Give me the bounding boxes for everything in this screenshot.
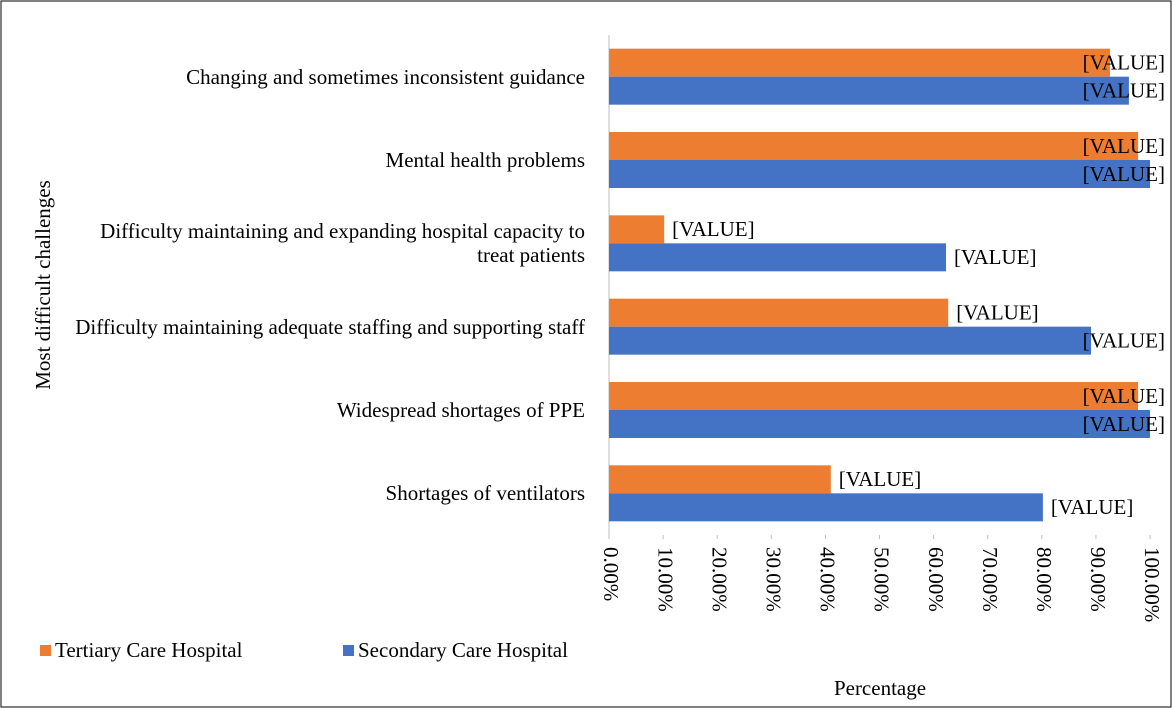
bar [609, 48, 1110, 77]
bar [609, 382, 1139, 410]
x-tick-label: 90.00% [1086, 547, 1110, 612]
bar [609, 410, 1150, 438]
x-axis-title: Percentage [834, 676, 926, 700]
bar [609, 132, 1139, 160]
bar [609, 298, 949, 327]
legend-swatch [343, 645, 354, 656]
bar [609, 160, 1150, 188]
x-tick-label: 30.00% [761, 547, 785, 612]
y-tick-label: Changing and sometimes inconsistent guid… [186, 64, 585, 89]
y-tick-label: Difficulty maintaining adequate staffing… [75, 314, 585, 339]
bar [609, 326, 1092, 355]
data-label: [VALUE] [956, 300, 1038, 324]
legend-swatch [40, 645, 51, 656]
data-label: [VALUE] [1083, 412, 1165, 436]
x-tick-label: 10.00% [653, 547, 677, 612]
data-label: [VALUE] [1083, 162, 1165, 186]
bar [609, 493, 1043, 522]
data-label: [VALUE] [1083, 50, 1165, 74]
bar [609, 465, 831, 494]
data-label: [VALUE] [1051, 495, 1133, 519]
data-label: [VALUE] [954, 245, 1036, 269]
x-tick-label: 100.00% [1140, 547, 1164, 622]
y-tick-label: Mental health problems [385, 148, 585, 172]
data-label: [VALUE] [1083, 78, 1165, 102]
x-tick-label: 50.00% [870, 547, 894, 612]
y-axis-title: Most difficult challenges [31, 180, 55, 390]
data-label: [VALUE] [1083, 134, 1165, 158]
y-tick-label: Difficulty maintaining and expanding hos… [100, 219, 585, 268]
bar [609, 243, 947, 272]
legend-label: Tertiary Care Hospital [55, 638, 243, 662]
x-tick-label: 70.00% [978, 547, 1002, 612]
y-tick-label: Shortages of ventilators [385, 481, 585, 506]
data-label: [VALUE] [1083, 384, 1165, 408]
x-tick-label: 40.00% [816, 547, 840, 612]
y-tick-label: Widespread shortages of PPE [336, 398, 585, 422]
x-tick-label: 60.00% [924, 547, 948, 612]
bar [609, 215, 665, 244]
x-tick-label: 20.00% [707, 547, 731, 612]
data-label: [VALUE] [1083, 328, 1165, 352]
data-label: [VALUE] [839, 467, 921, 491]
x-tick-label: 80.00% [1032, 547, 1056, 612]
bar [609, 76, 1129, 105]
legend-label: Secondary Care Hospital [358, 638, 568, 662]
x-tick-label: 0.00% [599, 547, 623, 601]
data-label: [VALUE] [672, 217, 754, 241]
